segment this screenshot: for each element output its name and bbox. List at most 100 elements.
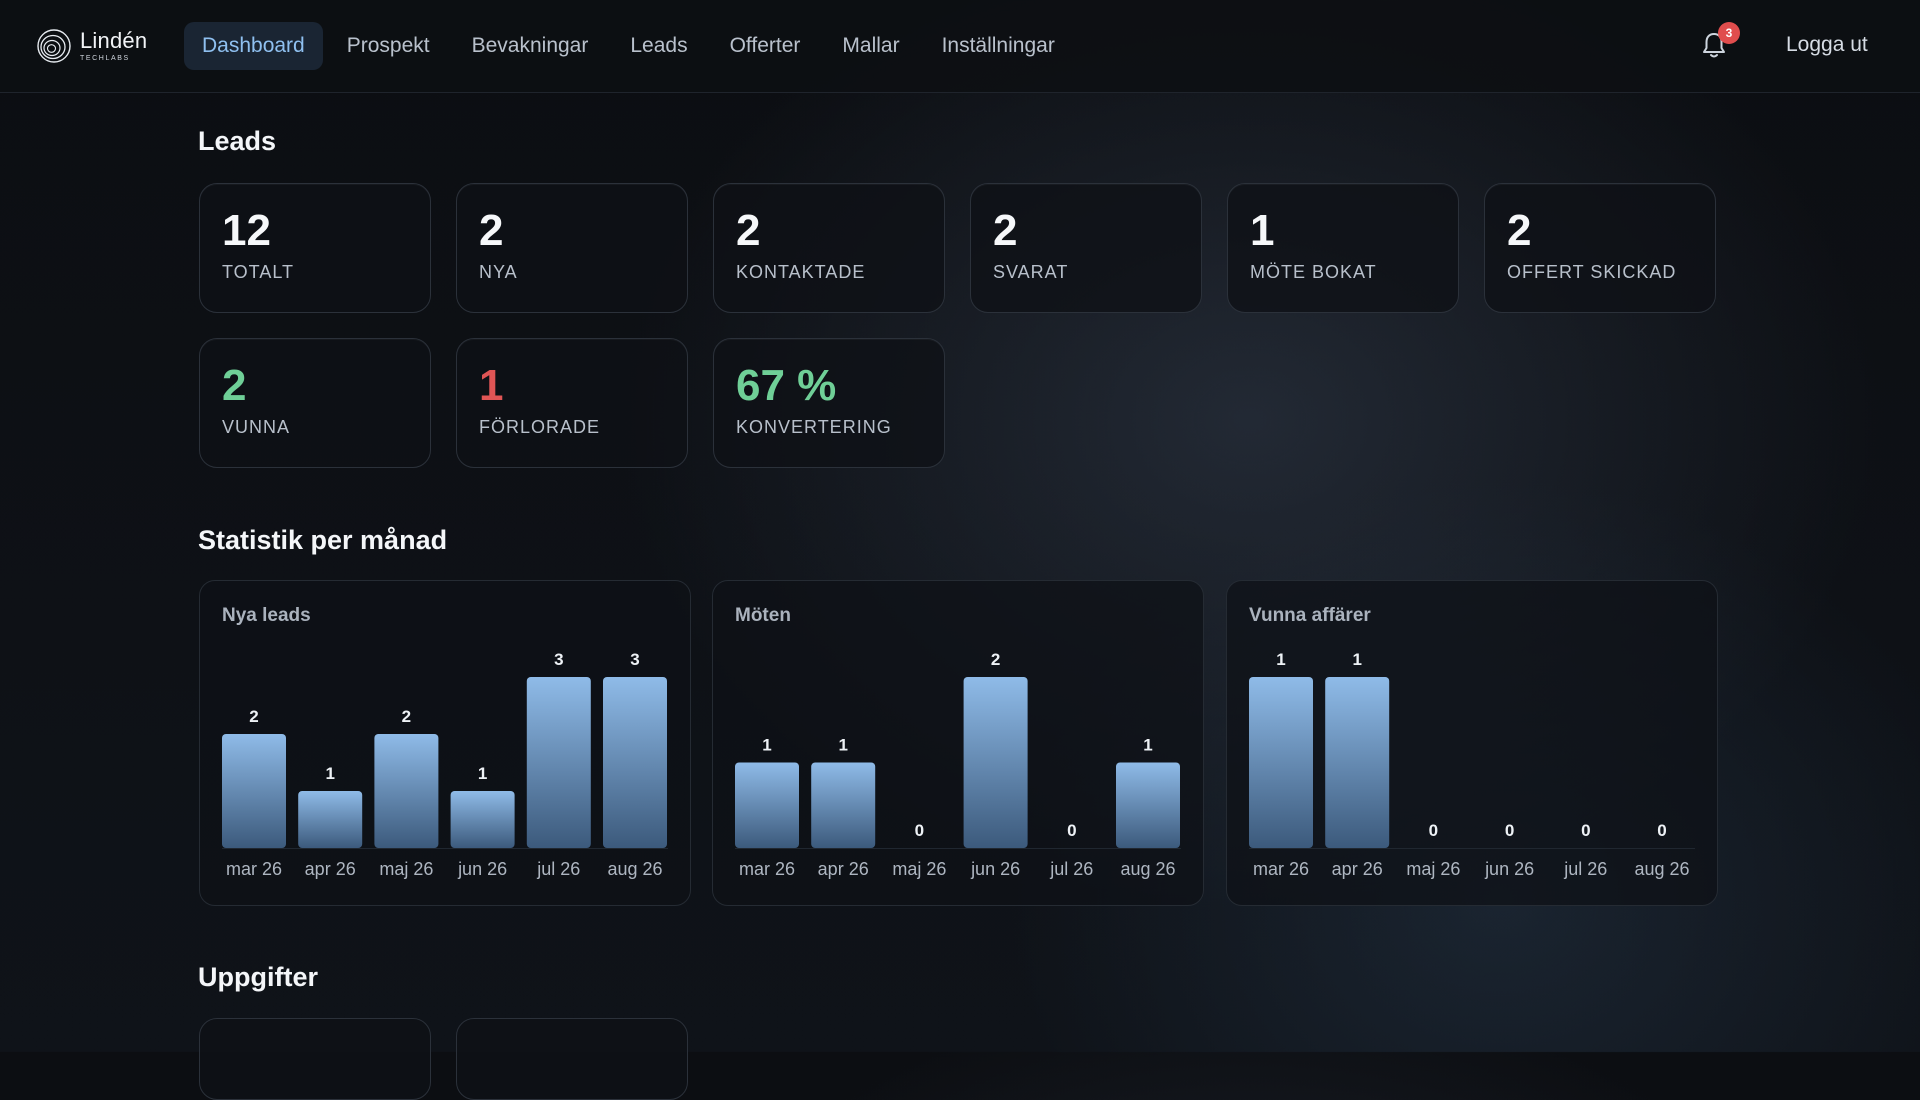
stat-card-offert-skickad[interactable]: 2 OFFERT SKICKAD <box>1484 183 1716 313</box>
chart-card-vunna-affarer: Vunna affärer 1 mar 26 1 apr 26 0 maj 26 0 jun … <box>1226 580 1718 906</box>
chart-bar <box>222 734 286 848</box>
chart-bar <box>526 677 591 848</box>
stat-card-forlorade[interactable]: 1 FÖRLORADE <box>456 338 688 468</box>
chart-value-label: 2 <box>991 650 1000 669</box>
chart-value-label: 1 <box>1352 650 1361 669</box>
stat-value: 67 % <box>736 361 837 410</box>
tasks-section-title: Uppgifter <box>198 962 318 992</box>
stat-card-totalt[interactable]: 12 TOTALT <box>199 183 431 313</box>
stat-label: KONVERTERING <box>736 417 892 437</box>
top-navigation-bar: Lindén TECHLABS Dashboard Prospekt Bevak… <box>0 0 1920 93</box>
chart-bar <box>1249 677 1313 848</box>
nav-bevakningar[interactable]: Bevakningar <box>471 34 589 57</box>
chart-tick-label: apr 26 <box>305 859 356 879</box>
chart-tick-label: mar 26 <box>1253 859 1309 879</box>
chart-tick-label: mar 26 <box>739 859 795 879</box>
chart-value-label: 1 <box>1276 650 1285 669</box>
stat-value: 12 <box>222 206 271 255</box>
stat-value: 2 <box>993 206 1018 255</box>
stat-label: KONTAKTADE <box>736 262 866 282</box>
stat-label: VUNNA <box>222 417 291 437</box>
chart-bar <box>735 762 799 848</box>
chart-title: Vunna affärer <box>1249 605 1371 626</box>
task-card[interactable] <box>199 1018 431 1100</box>
nav-offerter[interactable]: Offerter <box>729 34 801 57</box>
stat-value: 1 <box>479 361 504 410</box>
chart-tick-label: apr 26 <box>818 859 869 879</box>
stat-value: 2 <box>479 206 504 255</box>
chart-value-label: 0 <box>1581 821 1590 840</box>
chart-tick-label: jul 26 <box>536 859 580 879</box>
chart-value-label: 0 <box>1067 821 1076 840</box>
nav-dashboard[interactable]: Dashboard <box>184 22 323 70</box>
chart-tick-label: jun 26 <box>457 859 507 879</box>
chart-card-moten: Möten 1 mar 26 1 apr 26 0 maj 26 2 jun 26 0 jul 2… <box>712 580 1204 906</box>
chart-value-label: 1 <box>838 736 847 755</box>
chart-value-label: 3 <box>630 650 639 669</box>
chart-vunna-affarer: 1 mar 26 1 apr 26 0 maj 26 0 jun 26 0 jul 26 0 aug … <box>1249 650 1695 879</box>
chart-tick-label: mar 26 <box>226 859 282 879</box>
stat-label: FÖRLORADE <box>479 417 601 437</box>
chart-value-label: 1 <box>762 736 771 755</box>
stat-card-kontaktade[interactable]: 2 KONTAKTADE <box>713 183 945 313</box>
chart-tick-label: maj 26 <box>892 859 946 879</box>
chart-bar <box>450 791 515 848</box>
stat-label: SVARAT <box>993 262 1069 282</box>
nav-leads[interactable]: Leads <box>630 34 688 57</box>
chart-bar <box>963 677 1028 848</box>
chart-value-label: 0 <box>1429 821 1438 840</box>
stat-card-svarat[interactable]: 2 SVARAT <box>970 183 1202 313</box>
chart-value-label: 0 <box>1657 821 1666 840</box>
stat-card-nya[interactable]: 2 NYA <box>456 183 688 313</box>
task-card[interactable] <box>456 1018 688 1100</box>
chart-tick-label: maj 26 <box>379 859 433 879</box>
stat-card-mote-bokat[interactable]: 1 MÖTE BOKAT <box>1227 183 1459 313</box>
nav-mallar[interactable]: Mallar <box>842 34 900 57</box>
chart-tick-label: jun 26 <box>970 859 1020 879</box>
brand-logo[interactable]: Lindén TECHLABS <box>36 28 147 64</box>
chart-value-label: 2 <box>402 707 411 726</box>
chart-card-nya-leads: Nya leads 2 mar 26 1 apr 26 2 maj 26 1 jun 26 3 j… <box>199 580 691 906</box>
chart-value-label: 1 <box>325 764 334 783</box>
chart-bar <box>1325 677 1390 848</box>
chart-tick-label: maj 26 <box>1406 859 1460 879</box>
chart-value-label: 1 <box>478 764 487 783</box>
chart-title: Möten <box>735 605 791 626</box>
chart-tick-label: jul 26 <box>1049 859 1093 879</box>
leads-section-title: Leads <box>198 126 277 156</box>
chart-tick-label: aug 26 <box>607 859 662 879</box>
chart-bar <box>811 762 876 848</box>
brand-subtitle: TECHLABS <box>80 55 130 62</box>
chart-tick-label: jun 26 <box>1484 859 1534 879</box>
stat-value: 2 <box>1507 206 1532 255</box>
nav-installningar[interactable]: Inställningar <box>941 34 1055 57</box>
chart-moten: 1 mar 26 1 apr 26 0 maj 26 2 jun 26 0 jul 26 1 aug … <box>735 650 1181 879</box>
chart-value-label: 1 <box>1143 736 1152 755</box>
brand-logo-icon <box>37 29 71 63</box>
chart-value-label: 2 <box>249 707 258 726</box>
statistics-section-title: Statistik per månad <box>198 525 448 555</box>
chart-tick-label: aug 26 <box>1634 859 1689 879</box>
chart-bar <box>603 677 667 848</box>
chart-bar <box>1116 762 1180 848</box>
stat-value: 1 <box>1250 206 1275 255</box>
chart-value-label: 3 <box>554 650 563 669</box>
main-nav: Dashboard Prospekt Bevakningar Leads Off… <box>184 22 1079 70</box>
stat-label: TOTALT <box>222 262 295 282</box>
chart-nya-leads: 2 mar 26 1 apr 26 2 maj 26 1 jun 26 3 jul 26 3 aug … <box>222 650 668 879</box>
chart-tick-label: aug 26 <box>1120 859 1175 879</box>
notification-count-badge: 3 <box>1718 22 1740 44</box>
stat-card-vunna[interactable]: 2 VUNNA <box>199 338 431 468</box>
stat-label: MÖTE BOKAT <box>1250 262 1377 282</box>
nav-prospekt[interactable]: Prospekt <box>346 34 430 57</box>
brand-name: Lindén <box>80 28 148 53</box>
stat-label: NYA <box>479 262 518 282</box>
logout-button[interactable]: Logga ut <box>1786 33 1868 56</box>
chart-tick-label: apr 26 <box>1332 859 1383 879</box>
chart-bar <box>374 734 439 848</box>
stat-label: OFFERT SKICKAD <box>1507 262 1677 282</box>
stat-value: 2 <box>222 361 247 410</box>
chart-bar <box>298 791 363 848</box>
stat-card-konvertering[interactable]: 67 % KONVERTERING <box>713 338 945 468</box>
chart-title: Nya leads <box>222 605 311 626</box>
